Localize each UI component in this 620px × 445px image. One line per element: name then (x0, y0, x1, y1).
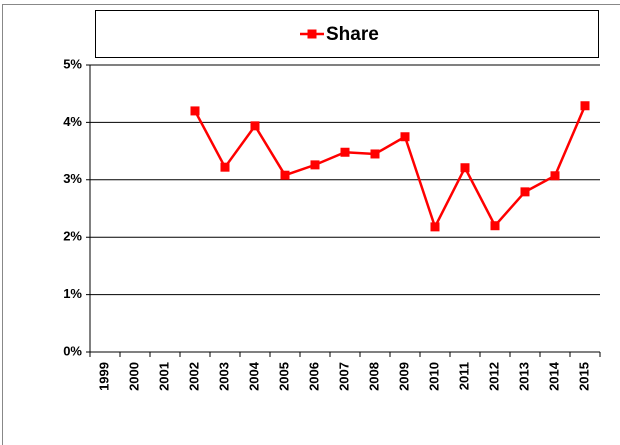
point-marker (250, 121, 260, 131)
point-marker (460, 163, 470, 173)
x-tick-label: 2006 (306, 362, 321, 391)
x-tick-label: 2005 (276, 362, 291, 391)
x-tick-label: 2003 (216, 362, 231, 391)
legend-marker (307, 29, 317, 39)
x-tick-label: 2015 (576, 362, 591, 391)
point-marker (340, 147, 350, 157)
x-tick-label: 2014 (546, 361, 561, 391)
x-tick-label: 2000 (126, 362, 141, 391)
y-tick-label: 3% (63, 171, 82, 186)
legend-label: Share (326, 24, 379, 45)
series-line (193, 105, 587, 231)
chart-border (2, 4, 620, 445)
y-tick-label: 5% (63, 56, 82, 71)
point-marker (430, 222, 440, 232)
point-marker (310, 160, 320, 170)
x-tick-label: 2001 (156, 362, 171, 391)
x-tick-label: 1999 (96, 362, 111, 391)
point-marker (580, 101, 590, 111)
x-tick-label: 2002 (186, 362, 201, 391)
point-marker (520, 187, 530, 197)
point-marker (190, 106, 200, 116)
x-tick-label: 2004 (246, 361, 261, 391)
point-marker (490, 221, 500, 231)
x-tick-label: 2007 (336, 362, 351, 391)
y-tick-label: 4% (63, 114, 82, 129)
x-tick-label: 2013 (516, 362, 531, 391)
point-marker (370, 149, 380, 159)
point-marker (550, 171, 560, 181)
x-tick-label: 2008 (366, 362, 381, 391)
y-tick-label: 0% (63, 343, 82, 358)
point-marker (220, 162, 230, 172)
point-marker (400, 132, 410, 142)
y-tick-label: 2% (63, 229, 82, 244)
x-tick-label: 2009 (396, 362, 411, 391)
point-marker (280, 170, 290, 180)
x-tick-label: 2010 (426, 362, 441, 391)
x-tick-label: 2011 (456, 362, 471, 390)
y-tick-label: 1% (63, 286, 82, 301)
x-tick-label: 2012 (486, 362, 501, 391)
legend-box (95, 10, 599, 58)
